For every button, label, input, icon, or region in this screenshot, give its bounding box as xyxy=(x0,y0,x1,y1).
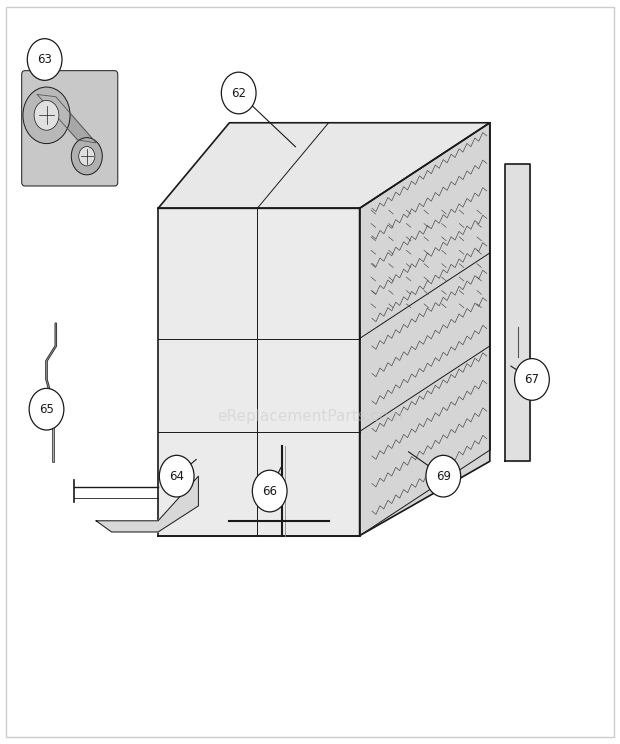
Polygon shape xyxy=(158,123,490,208)
Circle shape xyxy=(252,470,287,512)
Text: 65: 65 xyxy=(39,403,54,416)
Polygon shape xyxy=(505,164,530,461)
Circle shape xyxy=(29,388,64,430)
Polygon shape xyxy=(37,94,96,143)
Circle shape xyxy=(71,138,102,175)
Text: 63: 63 xyxy=(37,53,52,66)
Circle shape xyxy=(426,455,461,497)
Circle shape xyxy=(34,100,59,130)
Polygon shape xyxy=(158,208,360,536)
Circle shape xyxy=(23,87,70,144)
Text: 69: 69 xyxy=(436,469,451,483)
Circle shape xyxy=(221,72,256,114)
Circle shape xyxy=(79,147,95,166)
Text: eReplacementParts.com: eReplacementParts.com xyxy=(217,409,403,424)
Text: 66: 66 xyxy=(262,484,277,498)
Circle shape xyxy=(27,39,62,80)
FancyBboxPatch shape xyxy=(22,71,118,186)
Text: 62: 62 xyxy=(231,86,246,100)
Polygon shape xyxy=(96,476,198,532)
Circle shape xyxy=(515,359,549,400)
Text: 67: 67 xyxy=(525,373,539,386)
Circle shape xyxy=(159,455,194,497)
Polygon shape xyxy=(360,123,490,536)
Text: 64: 64 xyxy=(169,469,184,483)
